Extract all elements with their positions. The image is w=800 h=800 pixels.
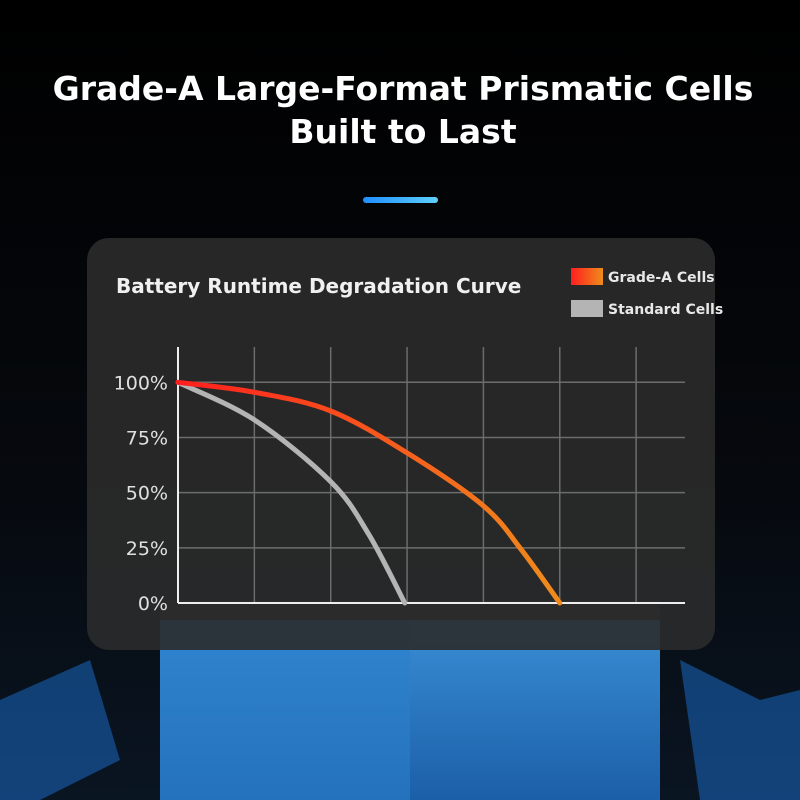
y-tick-label: 100% (114, 372, 168, 394)
y-tick-label: 75% (126, 427, 168, 449)
series-line (175, 379, 563, 606)
chart-title: Battery Runtime Degradation Curve (116, 274, 521, 298)
y-tick-label: 0% (138, 593, 168, 615)
legend-label: Standard Cells (608, 302, 723, 318)
y-tick-label: 25% (126, 538, 168, 560)
series-line (175, 379, 408, 606)
legend-swatch (571, 268, 603, 285)
legend-label: Grade-A Cells (608, 270, 715, 286)
chart-panel (87, 238, 715, 650)
y-tick-label: 50% (126, 483, 168, 505)
page-title: Built to Last (289, 112, 516, 151)
page-title: Grade-A Large-Format Prismatic Cells (53, 69, 754, 108)
legend-swatch (571, 300, 603, 317)
accent-bar (363, 197, 438, 203)
